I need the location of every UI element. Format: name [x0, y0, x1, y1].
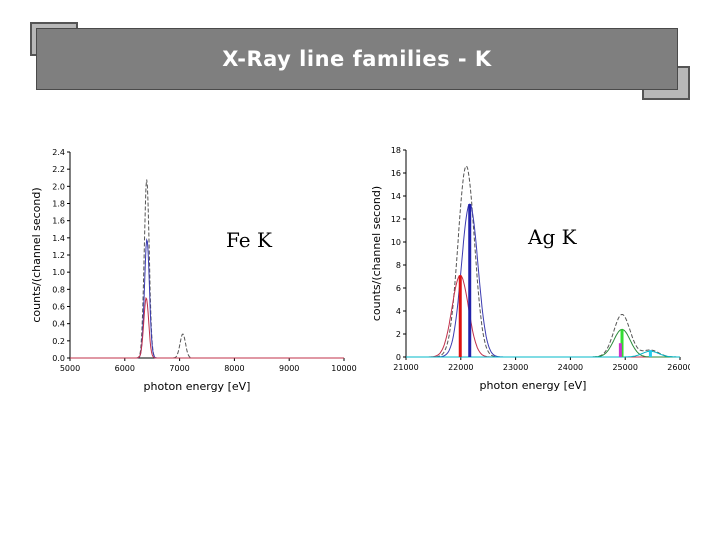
y-tick-label: 2.2 [52, 165, 65, 174]
y-tick-label: 2 [396, 330, 401, 339]
y-tick-label: 14 [391, 192, 401, 201]
x-tick-label: 23000 [503, 363, 528, 372]
y-tick-label: 6 [396, 284, 401, 293]
y-tick-label: 1.0 [52, 268, 65, 277]
y-tick-label: 16 [391, 169, 401, 178]
curve-total [70, 179, 344, 359]
x-tick-label: 25000 [612, 363, 637, 372]
y-tick-label: 2.4 [52, 148, 65, 157]
element-label: Ag K [527, 225, 578, 249]
y-tick-label: 1.2 [52, 251, 65, 260]
x-tick-label: 26000 [667, 363, 690, 372]
y-tick-label: 18 [391, 146, 401, 155]
element-label: Fe K [226, 228, 273, 252]
y-tick-label: 8 [396, 261, 401, 270]
y-tick-label: 0.6 [52, 303, 65, 312]
y-tick-label: 0.2 [52, 337, 65, 346]
title-banner: X-Ray line families - K [28, 22, 692, 100]
x-tick-label: 22000 [448, 363, 473, 372]
curve-Ka2 [70, 296, 344, 359]
y-tick-label: 12 [391, 215, 401, 224]
x-tick-label: 24000 [558, 363, 583, 372]
y-tick-label: 0.8 [52, 285, 65, 294]
x-tick-label: 6000 [115, 364, 135, 373]
x-tick-label: 21000 [393, 363, 418, 372]
fe-k-chart: 0.0 0.2 0.4 0.6 0.8 1.0 1.2 1.4 1.6 1.8 2.0 2.2 2.4 5… [30, 148, 357, 393]
slide-title: X-Ray line families - K [222, 47, 492, 71]
curve-total [406, 165, 680, 358]
y-tick-label: 0.4 [52, 320, 65, 329]
x-tick-label: 5000 [60, 364, 80, 373]
y-axis-title: counts/(channel second) [370, 186, 383, 321]
y-tick-label: 1.4 [52, 234, 65, 243]
curve-Ka1 [70, 238, 344, 359]
x-tick-label: 8000 [224, 364, 244, 373]
y-axis-title: counts/(channel second) [30, 187, 43, 322]
x-axis-title: photon energy [eV] [144, 380, 251, 393]
x-tick-label: 10000 [331, 364, 356, 373]
ag-k-chart: 0 2 4 6 8 10 12 14 16 18 21000 22000 23000 24000 25000… [370, 146, 690, 392]
y-tick-label: 10 [391, 238, 401, 247]
x-tick-label: 9000 [279, 364, 299, 373]
y-tick-label: 1.6 [52, 217, 65, 226]
y-tick-label: 0 [396, 353, 401, 362]
y-tick-label: 0.0 [52, 354, 65, 363]
y-tick-label: 1.8 [52, 200, 65, 209]
y-tick-label: 4 [396, 307, 401, 316]
title-box: X-Ray line families - K [36, 28, 678, 90]
x-axis-title: photon energy [eV] [480, 379, 587, 392]
curve-Ka2 [406, 274, 680, 358]
curve-Kb3 [406, 350, 680, 358]
x-tick-label: 7000 [169, 364, 189, 373]
y-tick-label: 2.0 [52, 182, 65, 191]
